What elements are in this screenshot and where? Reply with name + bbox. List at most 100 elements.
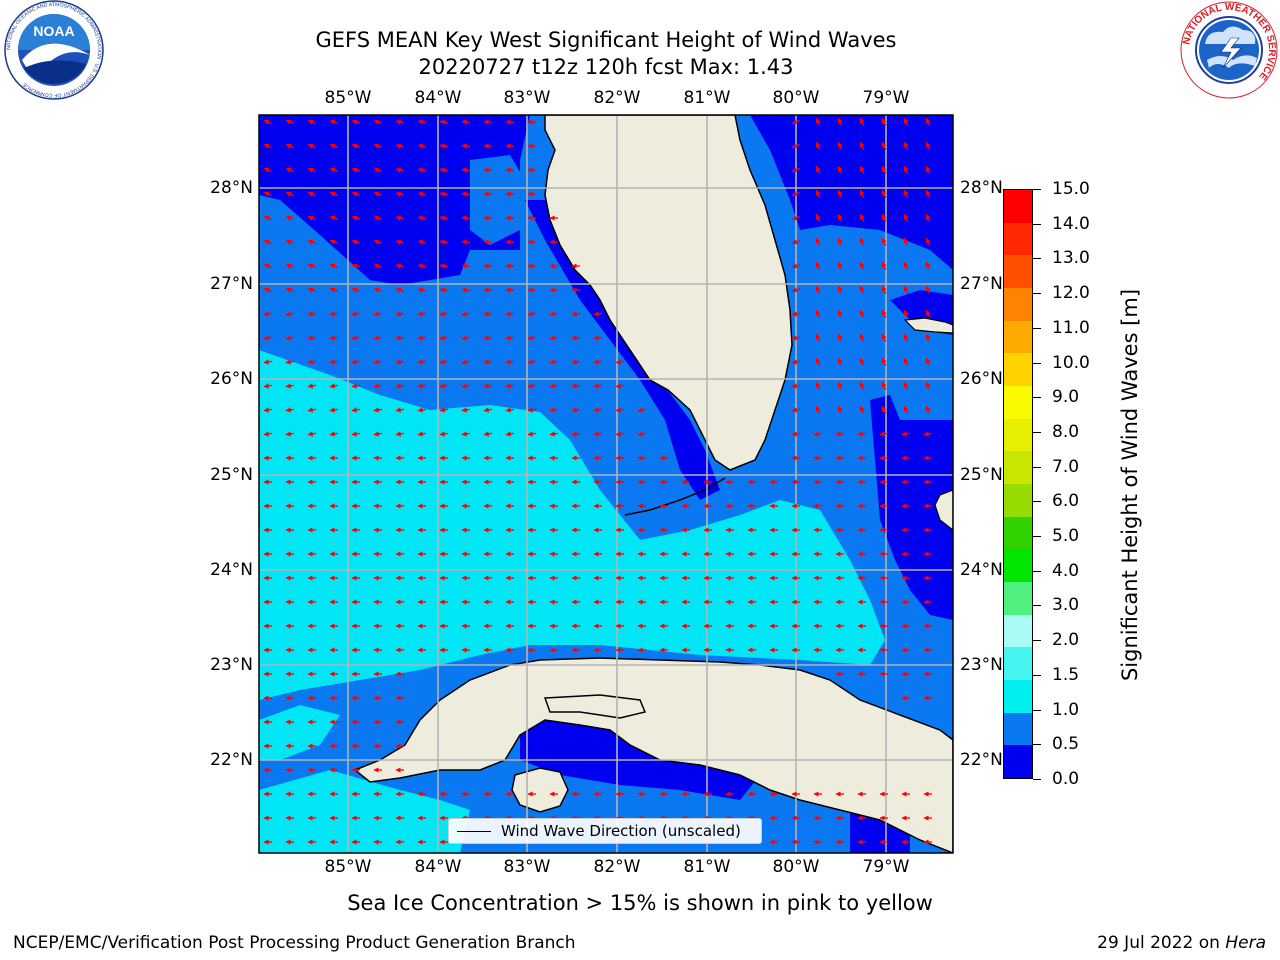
wind-arrow [263,407,273,413]
wind-arrow [483,167,493,173]
wind-arrow [395,359,405,365]
wind-arrow [263,239,272,245]
lon-label-top: 83°W [503,88,551,108]
wind-arrow [263,431,273,437]
lat-label-right: 23°N [960,655,1003,675]
colorbar-tick [1033,709,1041,711]
wind-arrow [285,263,294,269]
lon-label-bottom: 84°W [414,857,462,877]
wind-arrow [329,239,339,245]
wind-arrow [439,431,449,437]
colorbar-segment [1004,647,1032,680]
land-bahamas-north [903,317,953,334]
wind-arrow [791,263,800,269]
sea-ice-note: Sea Ice Concentration > 15% is shown in … [347,891,933,915]
colorbar-tick-label: 9.0 [1052,387,1080,408]
lat-label-left: 27°N [210,274,253,294]
ocean-band-low-cuba-south [520,710,760,800]
legend-line-swatch [457,830,491,832]
wind-arrow [351,431,361,437]
colorbar-segment [1004,222,1032,256]
wind-arrow [925,117,931,126]
wind-arrow [859,405,865,414]
wind-arrow [859,285,865,294]
wind-arrow [395,191,405,197]
wind-arrow [903,141,909,150]
wind-arrow [461,263,471,269]
wind-arrow [837,309,843,318]
wind-arrow [815,333,821,342]
land-florida-keys [624,477,726,516]
ocean-band-high-strait [760,560,880,650]
ocean-band-high-main [259,350,885,700]
colorbar-segment [1004,451,1032,484]
wind-arrow [549,431,559,437]
wind-arrow [263,119,272,125]
wind-arrow [439,191,449,197]
wind-arrow [395,119,405,125]
wind-arrow [329,311,339,317]
wind-arrow [903,357,909,366]
wind-arrow [881,261,887,270]
colorbar-segment [1004,614,1032,648]
wind-arrow [615,359,625,365]
colorbar-tick-label: 12.0 [1052,283,1090,304]
map-gridlines [259,115,953,853]
wind-arrow [263,167,272,173]
wind-arrow [285,215,294,221]
wind-arrow [791,191,800,197]
wind-arrow [439,215,449,221]
wind-arrow [351,263,360,269]
wind-arrow [505,311,515,317]
wind-arrow [307,143,316,149]
wind-arrow [859,309,865,318]
wind-arrow [527,407,537,413]
wind-arrow [903,261,909,270]
wind-arrow [263,287,272,293]
wind-arrow [791,287,800,293]
wind-arrow [483,143,493,149]
wind-arrow [417,335,427,341]
wind-arrow [329,191,339,197]
wind-arrow [395,167,405,173]
wind-arrow [329,407,339,413]
wind-arrow [329,431,339,437]
wind-arrow [417,167,427,173]
wind-arrow [881,117,887,126]
wind-arrow [351,287,360,293]
wind-arrow [593,311,603,317]
wind-arrow [373,215,382,221]
wind-arrow [791,143,800,149]
wind-arrow [527,431,537,437]
wind-arrow [815,381,821,390]
wind-arrow [571,431,581,437]
wind-arrow [307,167,316,173]
wind-arrow [483,407,493,413]
wind-arrow [439,143,449,149]
wind-arrow [483,359,493,365]
colorbar-tick-label: 6.0 [1052,491,1080,512]
wind-arrow [571,359,581,365]
wind-arrow [903,381,909,390]
footer-date: 29 Jul 2022 on Hera [1097,933,1266,953]
lon-label-bottom: 85°W [324,857,372,877]
colorbar-segment [1004,255,1032,288]
wind-arrow [439,407,449,413]
colorbar-tick-label: 7.0 [1052,456,1080,477]
wind-arrow [925,237,931,246]
lon-label-bottom: 79°W [862,857,910,877]
wind-arrow [505,191,515,197]
colorbar-segment [1004,549,1032,582]
wind-arrow [285,143,294,149]
colorbar-tick [1033,640,1041,642]
wind-arrow [505,167,515,173]
wind-arrow [417,287,427,293]
wind-arrow [395,263,405,269]
wind-arrow [791,359,801,365]
wind-arrow [395,335,405,341]
wind-arrow [571,335,581,341]
lon-label-top: 80°W [772,88,820,108]
wind-arrow [373,335,383,341]
colorbar-title: Significant Height of Wind Waves [m] [1118,288,1142,682]
lon-label-bottom: 82°W [593,857,641,877]
